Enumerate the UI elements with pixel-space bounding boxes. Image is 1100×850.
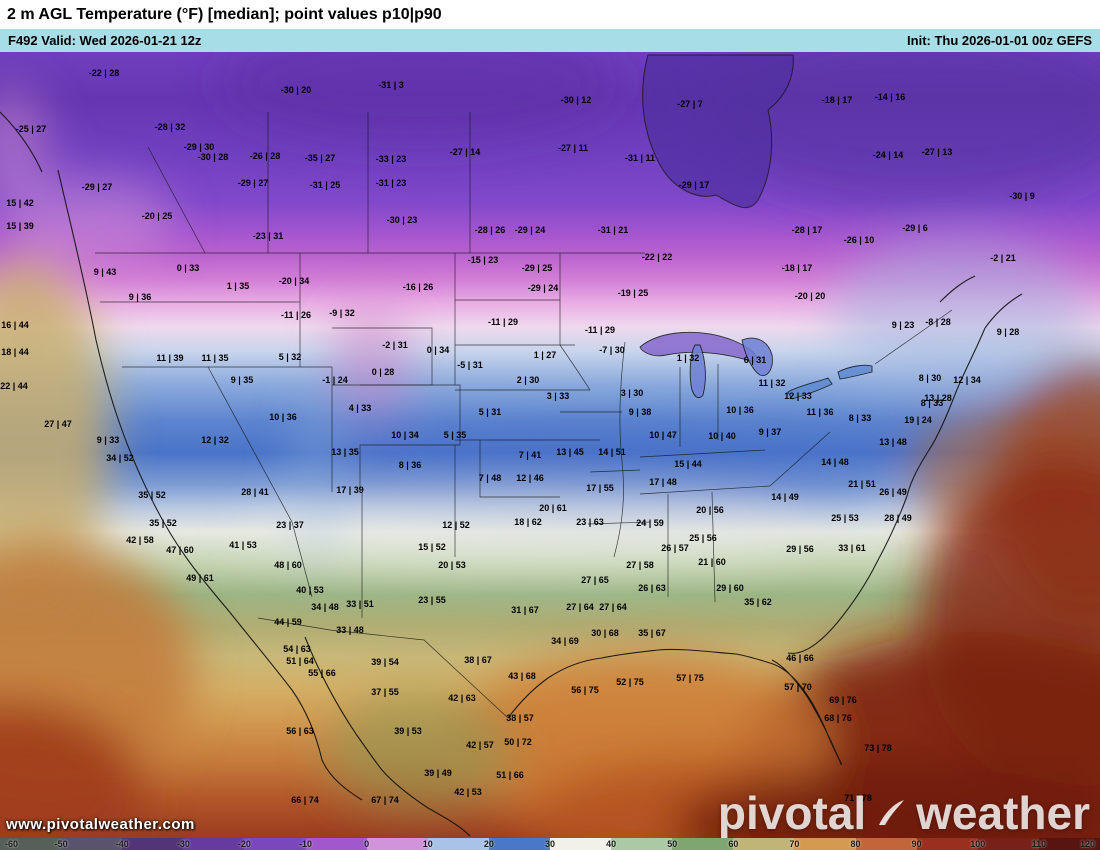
colorbar — [0, 838, 1100, 850]
hudson-bay — [642, 54, 794, 209]
colorbar-segment — [183, 838, 245, 850]
title-bar: 2 m AGL Temperature (°F) [median]; point… — [0, 0, 1100, 29]
colorbar-segment — [244, 838, 306, 850]
colorbar-segment — [794, 838, 856, 850]
brand-pivotal: pivotal — [717, 787, 867, 839]
colorbar-segment — [427, 838, 489, 850]
valid-time-label: F492 Valid: Wed 2026-01-21 12z — [8, 33, 202, 48]
colorbar-segment — [611, 838, 673, 850]
colorbar-segment — [305, 838, 367, 850]
colorbar-segment — [672, 838, 734, 850]
watermark-brand: pivotal weather — [718, 790, 1090, 836]
temperature-map — [0, 22, 1100, 850]
init-time-label: Init: Thu 2026-01-01 00z GEFS — [907, 33, 1092, 48]
coastlines — [0, 111, 1023, 837]
temperature-regional-blobs — [0, 22, 1100, 850]
colorbar-segment — [61, 838, 123, 850]
colorbar-segment — [488, 838, 550, 850]
forecast-info-bar: F492 Valid: Wed 2026-01-21 12z Init: Thu… — [0, 29, 1100, 52]
colorbar-segment — [366, 838, 428, 850]
brand-weather: weather — [916, 787, 1090, 839]
colorbar-segment — [733, 838, 795, 850]
colorbar-segment — [916, 838, 978, 850]
state-borders — [95, 112, 953, 719]
colorbar-segment — [977, 838, 1039, 850]
colorbar-segment — [122, 838, 184, 850]
temperature-field-canvas — [0, 22, 1100, 850]
page-title: 2 m AGL Temperature (°F) [median]; point… — [7, 5, 442, 23]
watermark-url: www.pivotalweather.com — [6, 816, 195, 833]
feather-icon — [879, 800, 905, 826]
colorbar-segment — [549, 838, 612, 850]
great-lakes — [639, 331, 873, 400]
colorbar-segment — [855, 838, 917, 850]
colorbar-segment — [0, 838, 62, 850]
colorbar-segment — [1038, 838, 1100, 850]
